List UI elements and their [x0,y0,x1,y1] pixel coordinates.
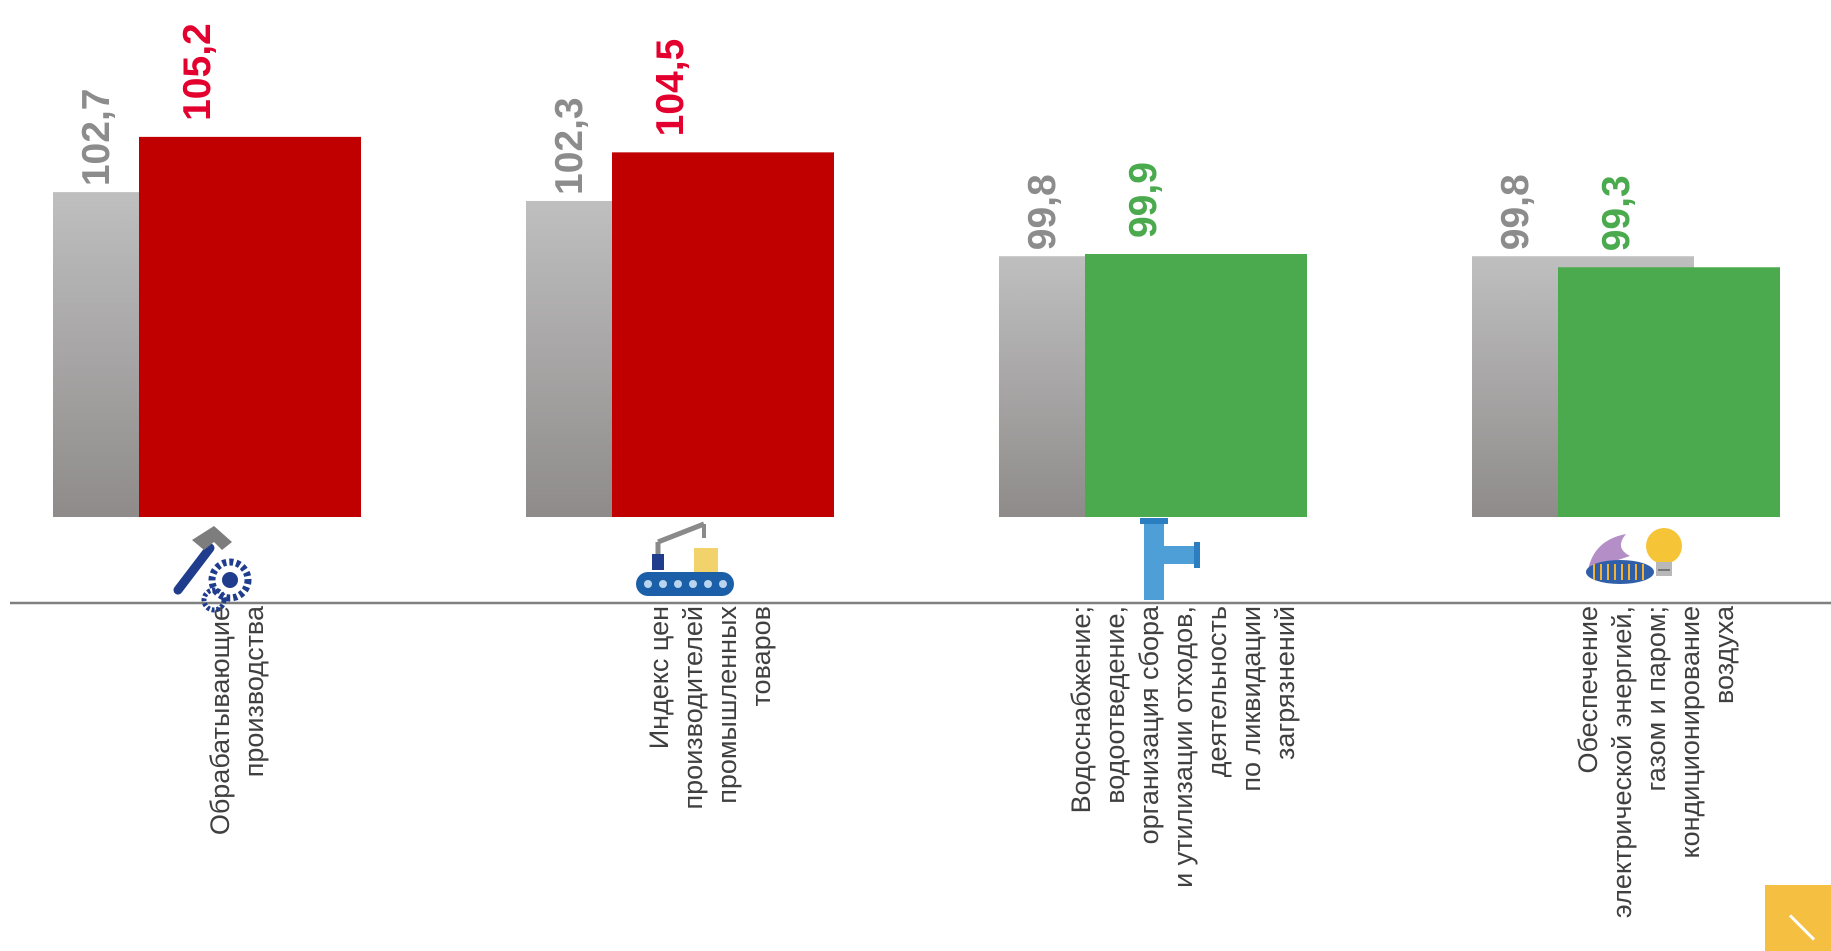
value-label-series2-1: 105,2 [176,23,219,121]
category-label-line: деятельность [1202,606,1232,777]
category-label-line: производства [239,605,269,777]
corner-tab[interactable] [1765,885,1831,951]
hammer-gear-icon [173,526,252,613]
value-label-series1-1: 102,7 [75,89,118,187]
bar-series2-3 [1085,254,1307,517]
category-label-line: и утилизации отходов, [1168,606,1198,888]
category-label-line: Водоснабжение; [1066,606,1096,813]
category-label-line: кондиционирование [1675,606,1705,859]
category-label-line: производителей [678,606,708,809]
value-label-series2-2: 104,5 [649,39,692,137]
water-pipe-icon [1140,518,1200,600]
conveyor-robot-icon [636,521,734,596]
value-label-series1-2: 102,3 [548,97,591,195]
gas-burner-bulb-icon [1586,528,1682,584]
category-label-line: организация сбора [1134,605,1164,844]
value-label-series1-4: 99,8 [1494,174,1537,250]
category-label-line: Обеспечение [1573,606,1603,774]
category-label-line: воздуха [1709,605,1739,704]
bar-series2-1 [139,136,361,517]
category-label-line: Обрабатывающие [205,606,235,835]
category-label-3: Водоснабжение; водоотведение, организация … [1066,605,1300,888]
category-label-line: по ликвидации [1236,606,1266,792]
corner-slash-icon [1788,914,1816,941]
category-label-2: Индекс цен производителей промышленных това… [644,606,776,810]
category-label-line: электрической энергией, [1607,606,1637,918]
value-label-series1-3: 99,8 [1021,174,1064,250]
category-label-line: Индекс цен [644,606,674,749]
category-label-line: загрязнений [1270,606,1300,760]
value-label-series2-4: 99,3 [1595,175,1638,251]
category-label-line: водоотведение, [1100,606,1130,804]
value-label-series2-3: 99,9 [1122,162,1165,238]
bar-series2-4 [1558,267,1780,517]
bar-series2-2 [612,152,834,517]
category-label-line: газом и паром; [1641,606,1671,791]
category-label-4: Обеспечение электрической энергией, газом … [1573,605,1739,918]
category-label-1: Обрабатывающие производства [205,605,269,835]
category-label-line: промышленных [712,606,742,804]
category-label-line: товаров [746,606,776,707]
